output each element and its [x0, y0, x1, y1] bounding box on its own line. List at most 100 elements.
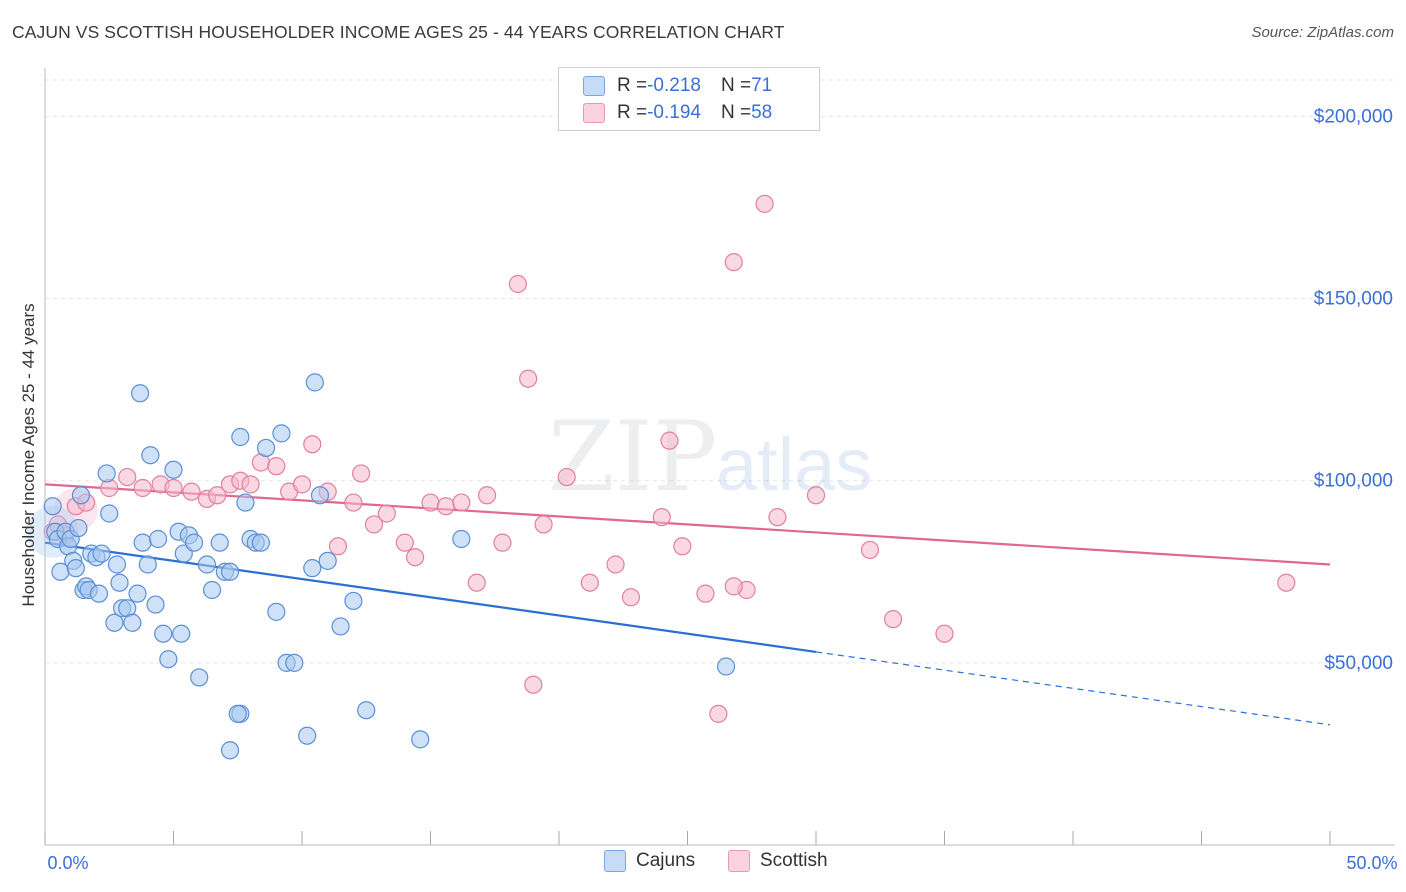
- scottish-point: [508, 274, 527, 294]
- scottish-point: [352, 464, 371, 483]
- scottish-point: [493, 533, 512, 552]
- legend-n-label: N =: [720, 102, 752, 123]
- scottish-point: [477, 486, 497, 505]
- watermark-atlas: atlas: [716, 423, 872, 506]
- cajun-point: [172, 624, 191, 643]
- scottish-point: [421, 493, 440, 512]
- scottish-point: [467, 573, 486, 592]
- cajun-point: [69, 518, 88, 538]
- legend-label-cajuns: Cajuns: [636, 850, 696, 871]
- legend-n-value: 71: [751, 75, 773, 96]
- legend-r-label: R =: [617, 75, 648, 96]
- x-max-label: 50.0%: [1346, 853, 1397, 873]
- cajun-trend-line: [44, 541, 817, 654]
- watermark: ZIP atlas: [548, 401, 872, 513]
- scottish-point: [405, 548, 425, 567]
- cajun-point: [130, 384, 150, 403]
- cajun-point: [331, 617, 350, 636]
- cajun-point: [228, 704, 247, 723]
- cajun-point: [43, 497, 62, 516]
- cajun-point: [123, 613, 142, 632]
- scottish-point: [652, 508, 671, 527]
- series-legend: Cajuns Scottish: [0, 850, 1406, 878]
- scottish-point: [519, 369, 538, 388]
- cajun-swatch: [604, 850, 626, 872]
- cajun-point: [202, 580, 222, 600]
- scottish-swatch: [728, 850, 750, 872]
- scottish-point: [860, 540, 880, 560]
- cajun-point: [310, 486, 330, 505]
- scottish-point: [1277, 573, 1296, 592]
- legend-label-scottish: Scottish: [760, 850, 828, 871]
- scottish-point: [118, 467, 137, 487]
- y-tick-label: $150,000: [1314, 289, 1393, 310]
- cajun-point: [318, 551, 337, 570]
- y-tick-label: $200,000: [1314, 106, 1393, 127]
- scottish-point: [364, 515, 384, 534]
- cajun-point: [344, 591, 363, 611]
- cajun-point: [184, 533, 204, 552]
- scottish-point: [524, 675, 543, 694]
- cajun-point: [272, 424, 291, 443]
- y-axis-label: Householder Income Ages 25 - 44 years: [19, 303, 38, 606]
- scottish-point: [377, 504, 396, 523]
- scottish-point: [696, 584, 715, 603]
- cajun-point: [159, 650, 178, 669]
- cajun-trend-extension: [815, 651, 1331, 726]
- cajun-point: [66, 559, 85, 578]
- scottish-point: [182, 482, 201, 501]
- cajun-point: [716, 657, 736, 676]
- scottish-point: [724, 577, 743, 596]
- cajun-point: [197, 555, 217, 574]
- cajun-point: [105, 613, 124, 632]
- legend-n-label: N =: [720, 75, 752, 96]
- scottish-point: [534, 515, 553, 534]
- scottish-point: [436, 497, 456, 516]
- scottish-point: [673, 537, 692, 556]
- cajun-point: [71, 486, 91, 505]
- cajun-point: [267, 602, 286, 621]
- cajun-points: [26, 373, 736, 760]
- scottish-point: [133, 478, 152, 498]
- cajun-point: [133, 533, 152, 552]
- legend-n-value: 58: [751, 102, 773, 123]
- cajun-point: [100, 504, 119, 523]
- cajun-point: [138, 555, 157, 574]
- cajun-point: [303, 559, 322, 578]
- cajun-point: [92, 544, 111, 563]
- cajun-point: [251, 533, 270, 552]
- scottish-point: [241, 475, 260, 494]
- x-min-label: 0.0%: [47, 853, 88, 873]
- cajun-point: [97, 464, 116, 483]
- scottish-point: [724, 253, 743, 272]
- scottish-point: [344, 493, 363, 512]
- legend-row-cajuns: R = -0.218 N = 71: [583, 73, 772, 99]
- scottish-point: [328, 537, 348, 556]
- cajun-point: [452, 529, 471, 549]
- scottish-point: [768, 508, 787, 527]
- scottish-point: [580, 573, 599, 592]
- y-tick-label: $50,000: [1324, 653, 1393, 674]
- legend-r-value: -0.218: [647, 75, 701, 96]
- scottish-point: [208, 486, 227, 505]
- cajun-swatch: [583, 76, 605, 96]
- cajun-point: [236, 493, 255, 512]
- scottish-point: [621, 588, 641, 607]
- watermark-zip: ZIP: [548, 401, 717, 513]
- cajun-point: [220, 562, 240, 581]
- scottish-point: [452, 493, 471, 512]
- chart-title: CAJUN VS SCOTTISH HOUSEHOLDER INCOME AGE…: [12, 22, 785, 42]
- cajun-point: [154, 624, 173, 643]
- cajun-point: [298, 726, 317, 745]
- cajun-point: [141, 446, 160, 465]
- cajun-point: [107, 555, 127, 574]
- scottish-point: [606, 555, 625, 574]
- y-tick-label: $100,000: [1314, 471, 1393, 492]
- cajun-point: [148, 529, 168, 549]
- scottish-point: [164, 478, 183, 498]
- y-tick-labels: $50,000 $100,000 $150,000 $200,000: [1314, 106, 1393, 673]
- scottish-swatch: [583, 103, 605, 123]
- legend-item-scottish: Scottish: [728, 850, 828, 872]
- scottish-point: [709, 704, 728, 723]
